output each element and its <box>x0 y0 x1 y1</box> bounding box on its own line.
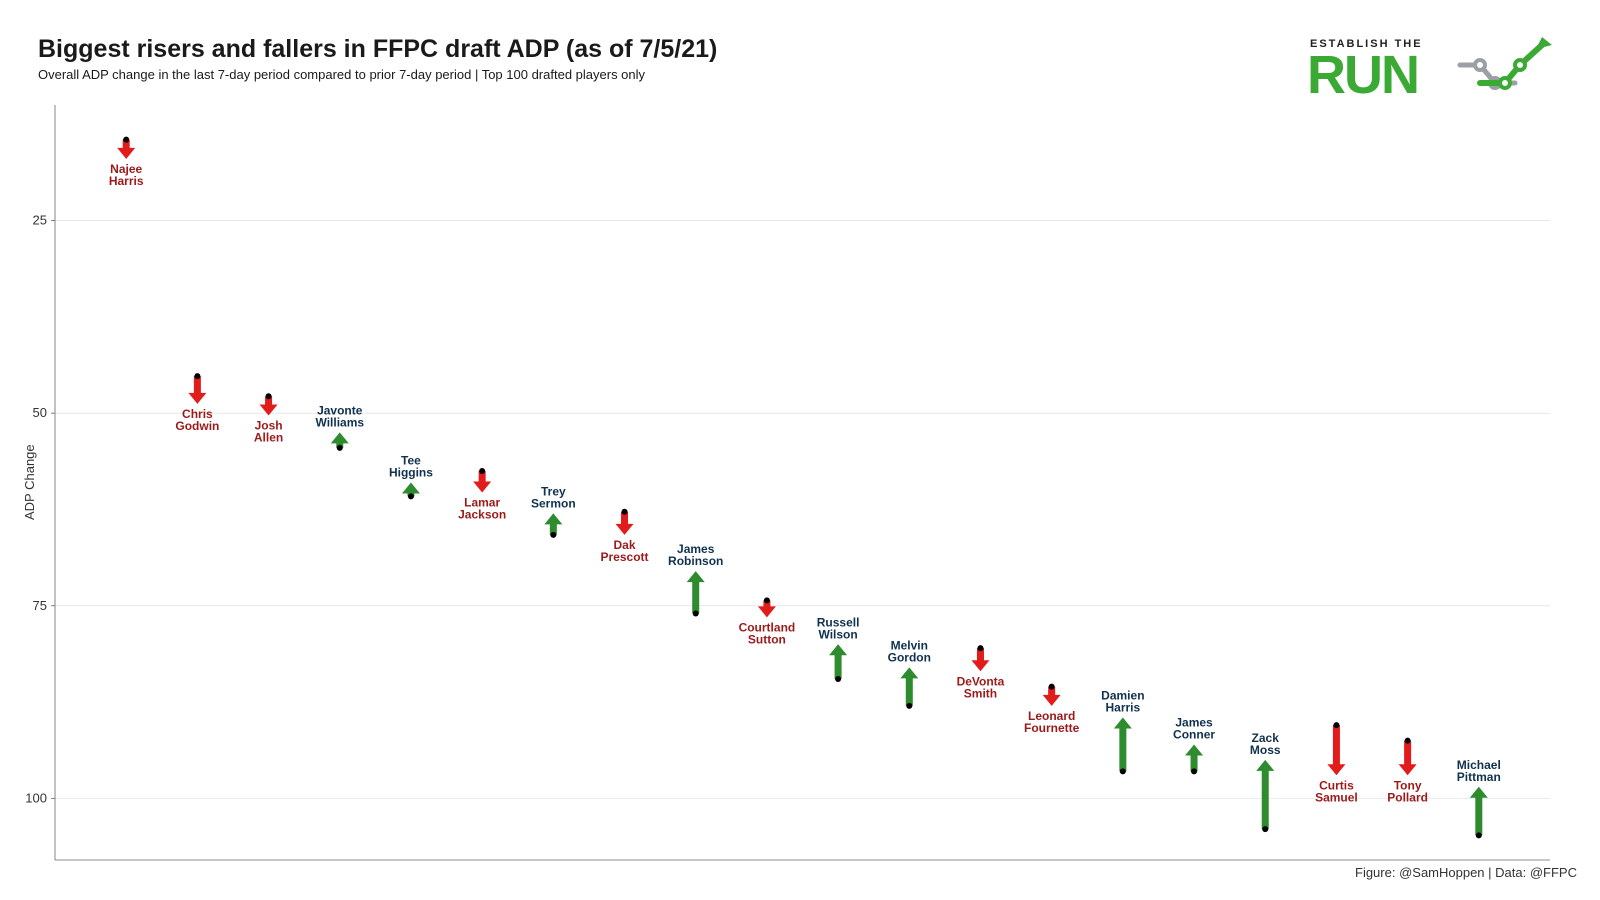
adp-start-dot <box>123 137 129 143</box>
adp-start-dot <box>977 645 983 651</box>
player-label: Prescott <box>601 550 649 564</box>
chart-container: Biggest risers and fallers in FFPC draft… <box>0 0 1600 900</box>
adp-arrow <box>971 648 989 671</box>
adp-start-dot <box>194 373 200 379</box>
adp-arrow <box>1327 725 1345 775</box>
adp-start-dot <box>1049 684 1055 690</box>
adp-arrow <box>188 376 206 404</box>
player-label: Smith <box>964 686 997 700</box>
y-tick-label: 50 <box>33 405 47 420</box>
adp-arrow <box>473 471 491 493</box>
adp-start-dot <box>266 393 272 399</box>
player-label: Allen <box>254 430 283 444</box>
player-label: Pittman <box>1457 770 1501 784</box>
adp-arrow <box>1399 741 1417 776</box>
player-label: Wilson <box>818 627 857 641</box>
adp-start-dot <box>479 468 485 474</box>
player-label: Sutton <box>748 632 786 646</box>
adp-arrow <box>1114 717 1132 771</box>
player-label: Samuel <box>1315 790 1358 804</box>
y-tick-label: 75 <box>33 598 47 613</box>
adp-arrow <box>1256 760 1274 829</box>
y-tick-label: 100 <box>25 790 47 805</box>
adp-start-dot <box>1333 722 1339 728</box>
adp-start-dot <box>550 532 556 538</box>
adp-arrow <box>1185 744 1203 771</box>
player-label: Robinson <box>668 554 723 568</box>
adp-start-dot <box>622 509 628 515</box>
player-label: Pollard <box>1387 790 1428 804</box>
adp-start-dot <box>835 676 841 682</box>
adp-start-dot <box>1191 768 1197 774</box>
player-label: Harris <box>1106 700 1141 714</box>
player-label: Jackson <box>458 508 506 522</box>
player-label: Williams <box>315 415 364 429</box>
player-label: Gordon <box>888 650 931 664</box>
establish-the-run-logo: ESTABLISH THERUN <box>1310 35 1555 97</box>
player-label: Fournette <box>1024 721 1080 735</box>
player-label: Conner <box>1173 727 1215 741</box>
adp-start-dot <box>1262 826 1268 832</box>
adp-arrow <box>616 512 634 535</box>
y-tick-label: 25 <box>33 213 47 228</box>
adp-start-dot <box>1120 768 1126 774</box>
adp-start-dot <box>764 597 770 603</box>
adp-start-dot <box>693 610 699 616</box>
adp-arrow <box>544 513 562 535</box>
adp-arrow <box>1470 787 1488 836</box>
adp-start-dot <box>408 493 414 499</box>
adp-start-dot <box>1405 738 1411 744</box>
adp-start-dot <box>906 703 912 709</box>
adp-start-dot <box>1476 832 1482 838</box>
adp-arrow <box>687 571 705 613</box>
svg-text:RUN: RUN <box>1310 45 1418 97</box>
adp-start-dot <box>337 445 343 451</box>
player-label: Sermon <box>531 496 576 510</box>
chart-svg: 255075100NajeeHarrisChrisGodwinJoshAllen… <box>0 0 1600 900</box>
player-label: Godwin <box>175 419 219 433</box>
adp-arrow <box>829 644 847 679</box>
player-label: Harris <box>109 174 144 188</box>
player-label: Higgins <box>389 466 433 480</box>
adp-arrow <box>900 667 918 706</box>
player-label: Moss <box>1250 743 1281 757</box>
